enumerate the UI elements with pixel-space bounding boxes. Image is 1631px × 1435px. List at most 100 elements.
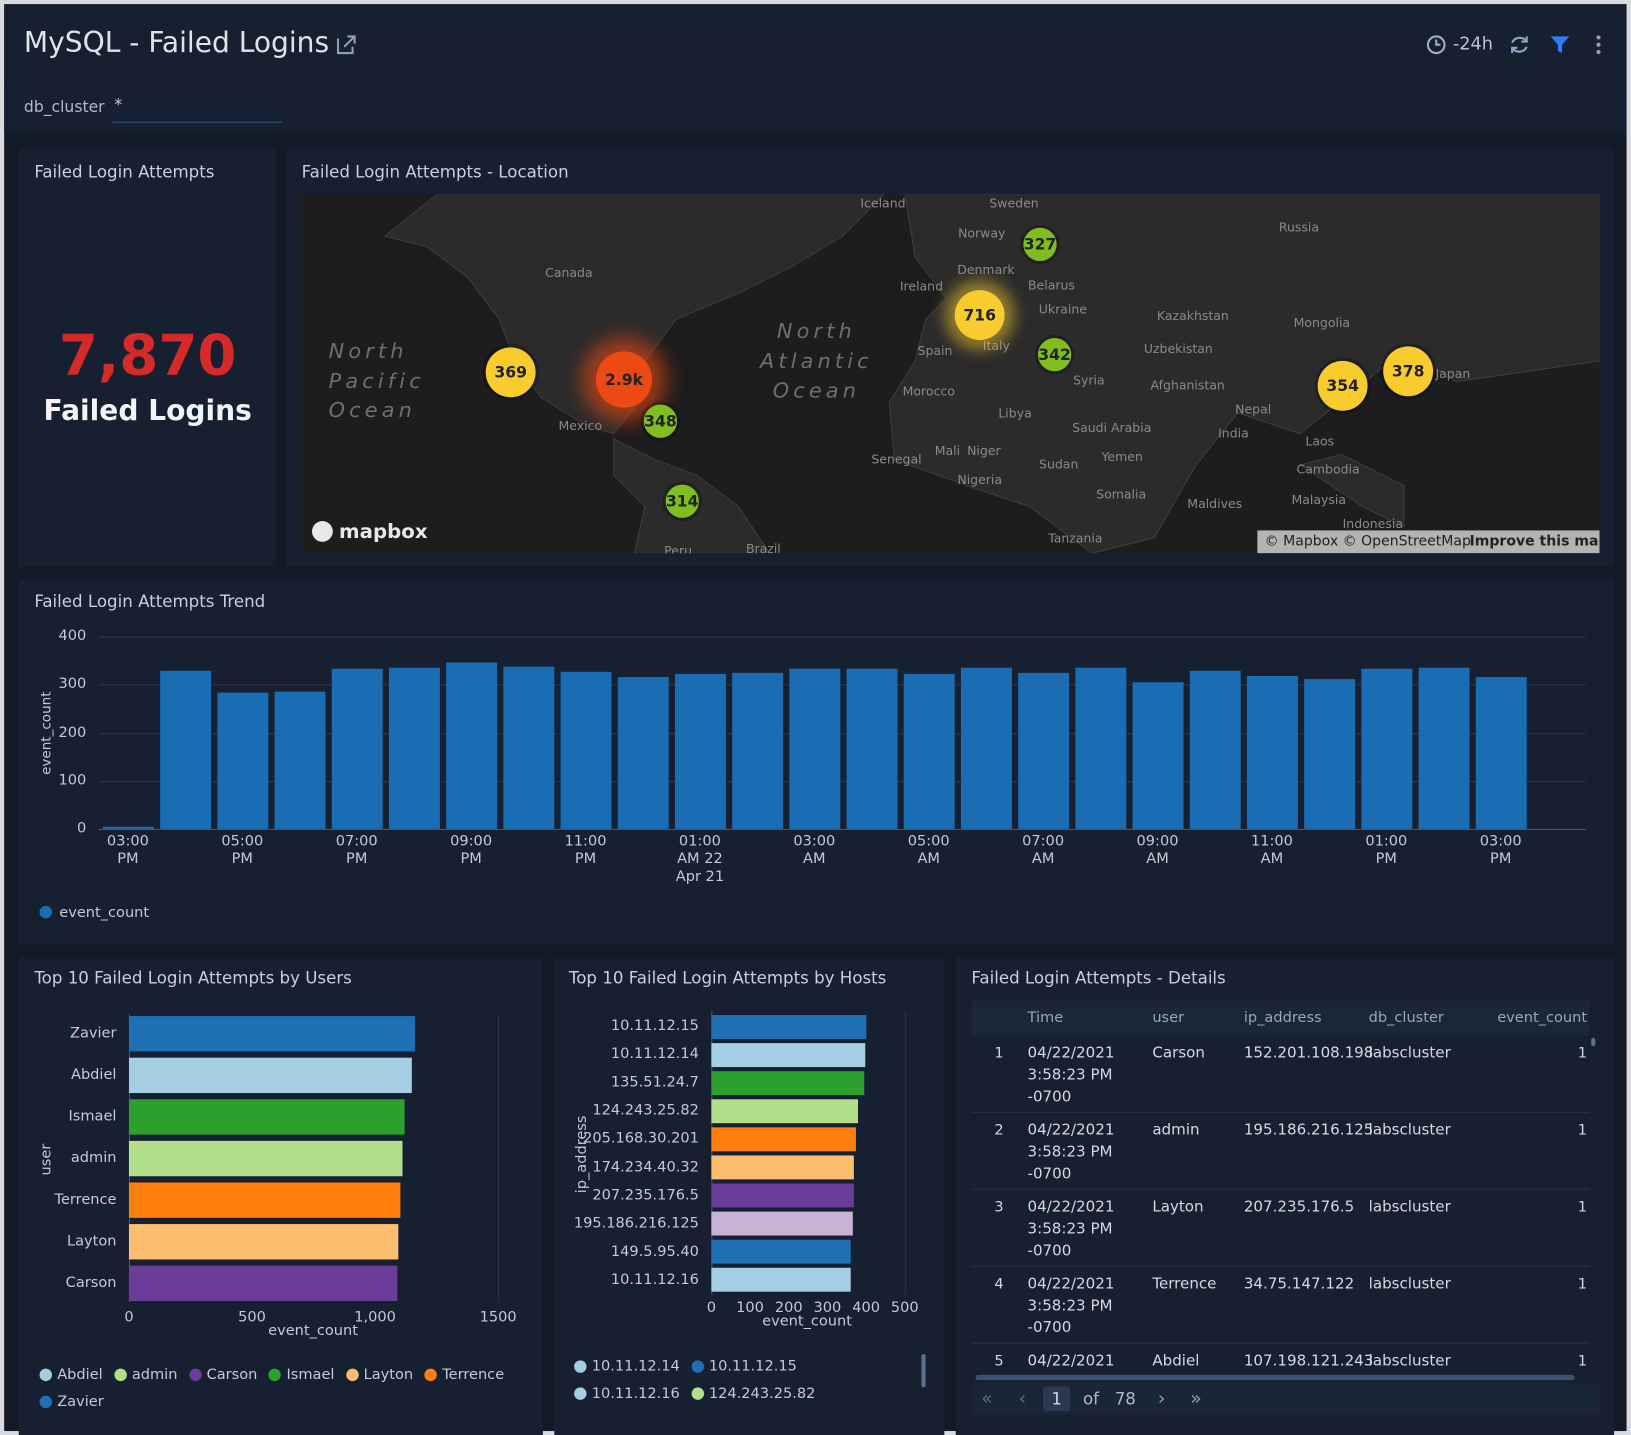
column-header[interactable]: db_cluster [1369, 1009, 1444, 1027]
table-cell: 1 [1578, 1199, 1587, 1217]
map-place-label: Canada [545, 265, 592, 283]
y-tick-label: Layton [67, 1233, 116, 1251]
refresh-icon[interactable] [1508, 33, 1531, 56]
bar [711, 1212, 853, 1236]
map-place-label: Morocco [903, 383, 955, 401]
x-tick-label: 0 [707, 1299, 716, 1317]
map-cluster[interactable]: 327 [1023, 228, 1056, 261]
bar [617, 677, 668, 829]
map-place-label: Malaysia [1291, 491, 1346, 509]
legend-item: 149.5.95.40 [691, 1407, 797, 1414]
map-cluster[interactable]: 378 [1383, 346, 1433, 396]
ocean-label: North Atlantic Ocean [759, 316, 873, 405]
legend-item: 135.51.24.7 [574, 1407, 680, 1414]
clock-icon[interactable] [1426, 34, 1447, 55]
h-scrollbar[interactable] [976, 1375, 1575, 1380]
x-tick-label: 03:00 PM [98, 833, 158, 868]
row-separator [971, 1112, 1589, 1113]
filter-bar [4, 85, 1626, 133]
bar [274, 692, 325, 829]
x-tick-label: 09:00 PM [441, 833, 501, 868]
table-cell: 1 [1578, 1045, 1587, 1063]
legend-scrollbar[interactable] [921, 1354, 925, 1387]
legend-dot [189, 1369, 201, 1381]
axis-line [905, 1011, 906, 1295]
map-place-label: India [1218, 425, 1249, 443]
y-tick-label: 149.5.95.40 [611, 1243, 699, 1261]
y-tick-label: Ismael [68, 1108, 116, 1126]
map-place-label: Nigeria [957, 472, 1002, 490]
map-cluster[interactable]: 354 [1318, 361, 1368, 411]
prev-page[interactable]: ‹ [1019, 1390, 1026, 1408]
legend-item: Terrence [425, 1361, 505, 1388]
map-place-label: Laos [1305, 433, 1334, 451]
legend-label: Zavier [57, 1394, 104, 1411]
map-cluster[interactable]: 369 [486, 347, 536, 397]
page-number[interactable]: 1 [1051, 1390, 1062, 1408]
column-header[interactable]: user [1152, 1009, 1184, 1027]
filter-value[interactable]: * [114, 96, 122, 114]
legend-item: 10.11.12.16 [574, 1380, 680, 1407]
legend-dot [691, 1360, 703, 1372]
map-cluster[interactable]: 348 [644, 405, 677, 438]
map-place-label: Tanzania [1048, 530, 1102, 548]
share-icon[interactable] [334, 32, 359, 57]
x-tick-label: 11:00 AM [1242, 833, 1302, 868]
map-cluster[interactable]: 314 [666, 485, 699, 518]
legend-label: Ismael [286, 1367, 334, 1384]
time-range[interactable]: -24h [1453, 36, 1493, 54]
next-page[interactable]: › [1158, 1390, 1165, 1408]
legend-item: 124.243.25.82 [691, 1380, 815, 1407]
y-tick-label: 10.11.12.16 [611, 1271, 699, 1289]
y-axis-label: event_count [38, 691, 56, 774]
bar [1304, 679, 1355, 829]
table-cell: 04/22/2021 3:58:23 PM -0700 [1028, 1274, 1128, 1340]
x-tick-label: 100 [736, 1299, 764, 1317]
column-header[interactable]: event_count [1497, 1009, 1587, 1027]
table-cell: 04/22/2021 3:58:23 PM -0700 [1028, 1351, 1128, 1371]
legend-dot [425, 1369, 437, 1381]
bar [129, 1099, 405, 1134]
bar [711, 1240, 850, 1264]
y-tick-label: 205.168.30.201 [583, 1130, 699, 1148]
x-axis-label: event_count [762, 1313, 852, 1331]
first-page[interactable]: « [981, 1390, 992, 1408]
filter-label: db_cluster [24, 98, 105, 116]
map-improve-link[interactable]: Improve this map [1470, 533, 1600, 551]
column-header[interactable]: Time [1028, 1009, 1064, 1027]
map-cluster[interactable]: 2.9k [596, 352, 652, 408]
map-place-label: Denmark [957, 262, 1014, 280]
map-place-label: Saudi Arabia [1072, 420, 1151, 438]
y-tick-label: 400 [59, 628, 87, 646]
map-place-label: Mali [935, 443, 960, 461]
last-page[interactable]: » [1190, 1390, 1201, 1408]
bar [129, 1182, 401, 1217]
y-tick-label: 10.11.12.15 [611, 1018, 699, 1036]
map-place-label: Peru [664, 542, 692, 553]
table-cell: labscluster [1369, 1199, 1451, 1217]
legend-item: 10.11.12.14 [574, 1353, 680, 1380]
map-cluster[interactable]: 716 [955, 290, 1005, 340]
map[interactable]: IcelandSwedenNorwayRussiaCanadaDenmarkIr… [302, 194, 1600, 553]
y-tick-label: Zavier [70, 1025, 117, 1043]
map-logo-icon [312, 521, 333, 542]
legend-dot [691, 1387, 703, 1399]
filter-icon[interactable] [1549, 34, 1572, 55]
x-tick-label: 03:00 PM [1471, 833, 1531, 868]
bar [160, 671, 211, 829]
panel-title: Failed Login Attempts Trend [34, 592, 265, 610]
table-cell: Terrence [1152, 1276, 1216, 1294]
legend-item: Zavier [40, 1388, 104, 1415]
panel-title: Failed Login Attempts - Details [971, 969, 1225, 987]
legend-dot [574, 1360, 586, 1372]
x-tick-label: 01:00 AM 22 Apr 21 [670, 833, 730, 886]
map-cluster[interactable]: 342 [1038, 338, 1071, 371]
v-scrollbar[interactable] [1591, 1038, 1595, 1046]
map-place-label: Italy [983, 337, 1010, 355]
column-header[interactable]: ip_address [1244, 1009, 1322, 1027]
legend-dot [346, 1369, 358, 1381]
legend-label: Abdiel [57, 1367, 103, 1384]
x-tick-label: 07:00 AM [1013, 833, 1073, 868]
menu-icon[interactable] [1593, 33, 1603, 56]
table-cell: 5 [994, 1353, 1003, 1371]
